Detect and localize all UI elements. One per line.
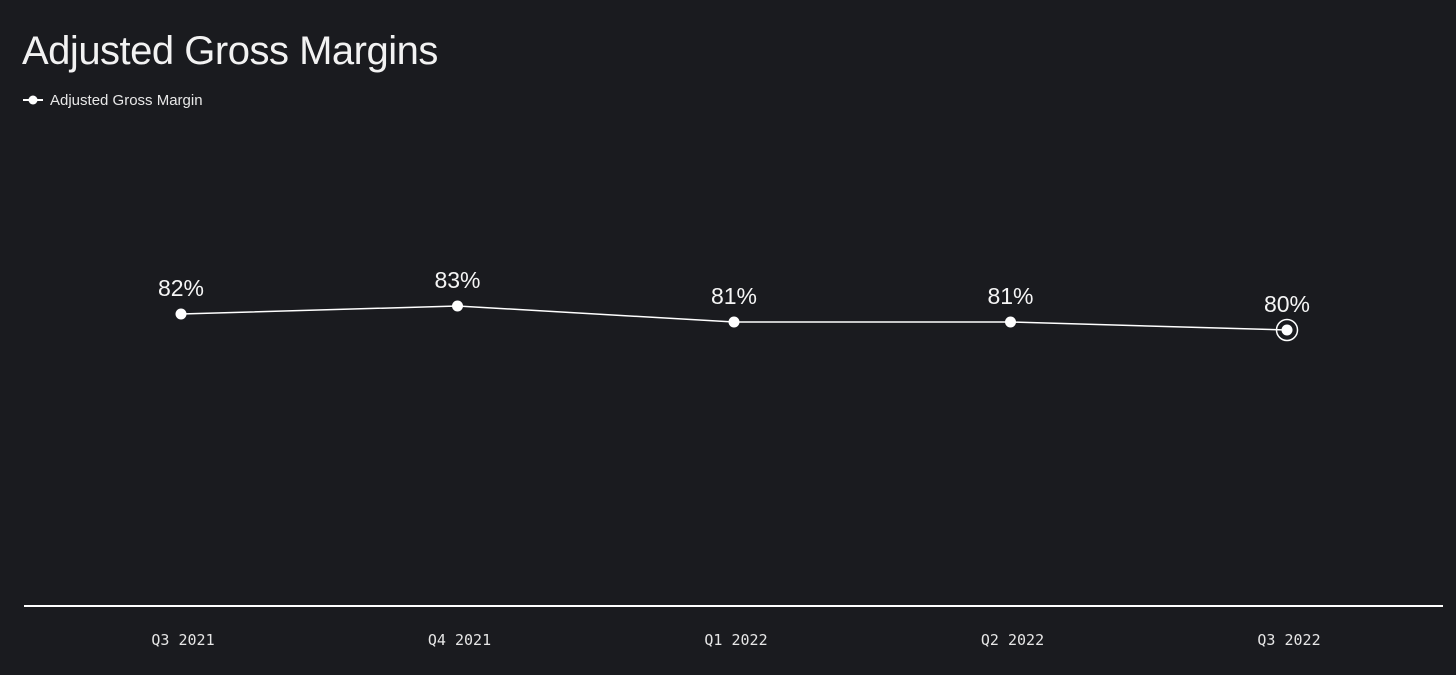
x-tick-label: Q4 2021: [428, 631, 491, 649]
x-tick-label: Q2 2022: [981, 631, 1044, 649]
legend-label: Adjusted Gross Margin: [50, 91, 203, 109]
highlight-ring: [1275, 318, 1299, 342]
data-label: 80%: [1264, 291, 1310, 317]
data-point[interactable]: [1281, 324, 1293, 336]
data-point[interactable]: [728, 316, 740, 328]
chart-title: Adjusted Gross Margins: [22, 29, 438, 73]
x-tick-label: Q3 2021: [151, 631, 214, 649]
x-tick-label: Q3 2022: [1257, 631, 1320, 649]
data-point[interactable]: [175, 308, 187, 320]
data-label: 81%: [987, 283, 1033, 309]
data-labels-group: 82% 83% 81% 81% 80%: [158, 267, 1310, 317]
x-tick-labels-group: Q3 2021 Q4 2021 Q1 2022 Q2 2022 Q3 2022: [151, 631, 1320, 649]
data-point[interactable]: [1005, 316, 1016, 328]
data-label: 83%: [434, 267, 480, 293]
data-point[interactable]: [452, 300, 463, 312]
series-group: [175, 300, 1299, 342]
legend: Adjusted Gross Margin: [22, 90, 203, 110]
legend-line-marker-icon: [23, 95, 43, 105]
x-tick-label: Q1 2022: [704, 631, 767, 649]
data-label: 82%: [158, 275, 204, 301]
data-label: 81%: [711, 283, 757, 309]
